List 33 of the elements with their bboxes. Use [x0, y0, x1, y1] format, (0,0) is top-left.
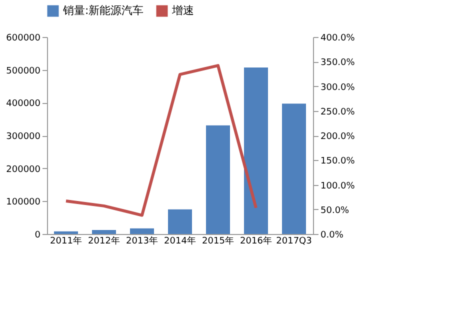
x-tick-label: 2012年 — [88, 236, 120, 246]
legend-label: 销量:新能源汽车 — [62, 4, 144, 17]
x-tick-label: 2017Q3 — [276, 236, 312, 246]
bar — [168, 209, 192, 234]
x-tick-label: 2015年 — [202, 236, 234, 246]
y2-tick-label: 200.0% — [320, 132, 356, 142]
y2-tick-label: 300.0% — [320, 82, 356, 93]
y-tick-label: 500000 — [6, 66, 41, 76]
x-tick-label: 2016年 — [240, 236, 272, 246]
y-tick-label: 0 — [34, 230, 41, 240]
bar — [282, 104, 306, 234]
y-tick-label: 400000 — [6, 99, 41, 110]
y2-tick-label: 50.0% — [320, 206, 350, 216]
y-tick-label: 600000 — [6, 34, 41, 44]
bar — [92, 230, 116, 234]
y2-tick-label: 0.0% — [320, 230, 344, 240]
y-tick-label: 200000 — [6, 164, 41, 175]
y2-tick-label: 350.0% — [320, 58, 356, 68]
y-tick-label: 300000 — [6, 132, 41, 142]
y2-tick-label: 250.0% — [320, 107, 356, 118]
y2-tick-label: 100.0% — [320, 181, 356, 192]
line-series — [64, 64, 258, 217]
bar — [206, 125, 230, 234]
x-tick-label: 2013年 — [126, 236, 158, 246]
bar — [54, 231, 78, 234]
y2-tick-label: 400.0% — [320, 34, 356, 44]
x-tick-label: 2014年 — [164, 236, 196, 246]
legend-label: 增速 — [171, 4, 194, 17]
x-tick-label: 2011年 — [50, 236, 82, 246]
bar — [130, 228, 154, 234]
y-tick-label: 100000 — [6, 198, 41, 208]
bar — [244, 68, 268, 234]
y2-tick-label: 150.0% — [320, 156, 356, 167]
